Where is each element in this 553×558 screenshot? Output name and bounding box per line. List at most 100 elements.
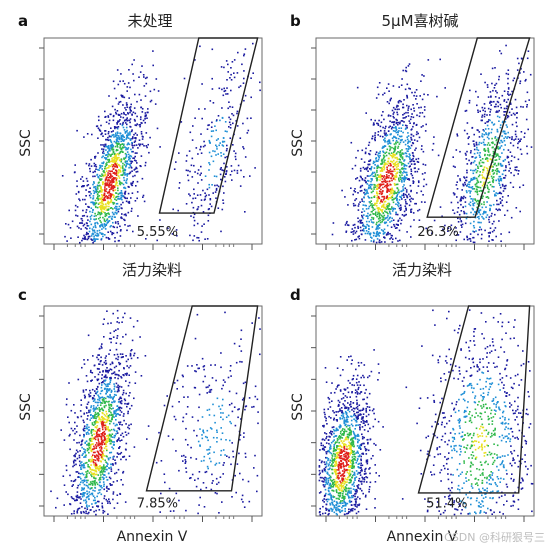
scatter-point (107, 221, 109, 224)
scatter-point (459, 218, 461, 220)
scatter-point (391, 126, 393, 128)
scatter-point (458, 213, 461, 216)
scatter-point (110, 140, 112, 142)
scatter-point (84, 499, 87, 501)
scatter-point (365, 220, 368, 223)
scatter-point (81, 454, 83, 456)
scatter-point (494, 194, 496, 197)
scatter-point (90, 438, 93, 440)
scatter-point (105, 435, 108, 437)
scatter-point (141, 138, 144, 140)
scatter-point (363, 210, 366, 212)
scatter-point (380, 191, 382, 193)
scatter-point (400, 206, 402, 209)
scatter-point (377, 164, 379, 167)
scatter-point (470, 169, 472, 171)
scatter-point (507, 73, 510, 76)
scatter-point (102, 466, 105, 468)
scatter-point (194, 171, 196, 173)
scatter-point (483, 181, 485, 184)
scatter-point (460, 210, 463, 212)
scatter-point (527, 50, 530, 52)
scatter-point (106, 490, 108, 492)
scatter-point (98, 197, 101, 200)
scatter-point (100, 238, 103, 241)
scatter-point (358, 237, 361, 240)
scatter-point (394, 208, 396, 210)
scatter-point (115, 111, 117, 114)
scatter-point (372, 213, 374, 215)
scatter-point (390, 184, 392, 186)
scatter-point (133, 354, 135, 357)
scatter-point (414, 149, 416, 151)
scatter-point (475, 90, 477, 93)
scatter-point (201, 117, 203, 120)
scatter-point (410, 236, 412, 238)
scatter-point (88, 491, 91, 493)
scatter-point (391, 192, 393, 195)
scatter-point (352, 224, 355, 226)
scatter-point (98, 407, 100, 409)
scatter-point (439, 206, 442, 208)
scatter-point (93, 430, 95, 432)
scatter-point (480, 203, 483, 205)
scatter-point (464, 205, 467, 208)
scatter-point (381, 170, 384, 172)
scatter-point (358, 203, 360, 205)
scatter-point (100, 133, 102, 136)
scatter-point (476, 213, 478, 215)
scatter-point (82, 237, 84, 240)
scatter-point (100, 221, 102, 224)
scatter-point (397, 240, 399, 242)
scatter-point (106, 500, 109, 502)
scatter-point (197, 182, 199, 184)
scatter-point (507, 195, 509, 197)
scatter-point (105, 445, 108, 448)
scatter-point (120, 434, 122, 436)
scatter-point (376, 202, 378, 204)
scatter-point (382, 215, 384, 218)
scatter-point (109, 176, 111, 178)
scatter-point (152, 50, 154, 52)
scatter-point (92, 195, 95, 197)
scatter-point (389, 188, 392, 191)
scatter-point (374, 132, 377, 134)
scatter-point (96, 174, 98, 176)
scatter-point (481, 161, 484, 164)
scatter-point (101, 434, 103, 436)
scatter-point (86, 225, 89, 227)
scatter-point (144, 355, 147, 357)
scatter-point (473, 169, 476, 172)
scatter-point (504, 158, 506, 161)
scatter-point (215, 197, 217, 199)
scatter-point (395, 211, 397, 214)
scatter-point (392, 159, 395, 162)
scatter-point (488, 154, 491, 157)
scatter-point (117, 172, 119, 175)
scatter-point (230, 67, 232, 69)
scatter-point (510, 103, 512, 105)
scatter-point (384, 200, 387, 203)
scatter-point (90, 443, 93, 446)
scatter-point (93, 409, 96, 411)
scatter-point (389, 170, 391, 173)
scatter-point (91, 493, 94, 496)
scatter-point (94, 407, 97, 410)
scatter-point (119, 119, 121, 121)
scatter-point (105, 455, 108, 457)
scatter-point (376, 188, 379, 190)
scatter-point (123, 164, 126, 166)
scatter-point (377, 228, 379, 230)
scatter-point (410, 211, 413, 213)
scatter-point (154, 103, 157, 105)
scatter-point (110, 439, 113, 442)
scatter-point (109, 332, 112, 334)
scatter-point (247, 129, 250, 132)
scatter-point (379, 202, 381, 204)
scatter-point (115, 148, 118, 151)
scatter-point (121, 135, 124, 138)
scatter-point (113, 87, 116, 90)
scatter-point (128, 201, 130, 204)
scatter-point (80, 477, 82, 480)
scatter-point (384, 207, 387, 210)
